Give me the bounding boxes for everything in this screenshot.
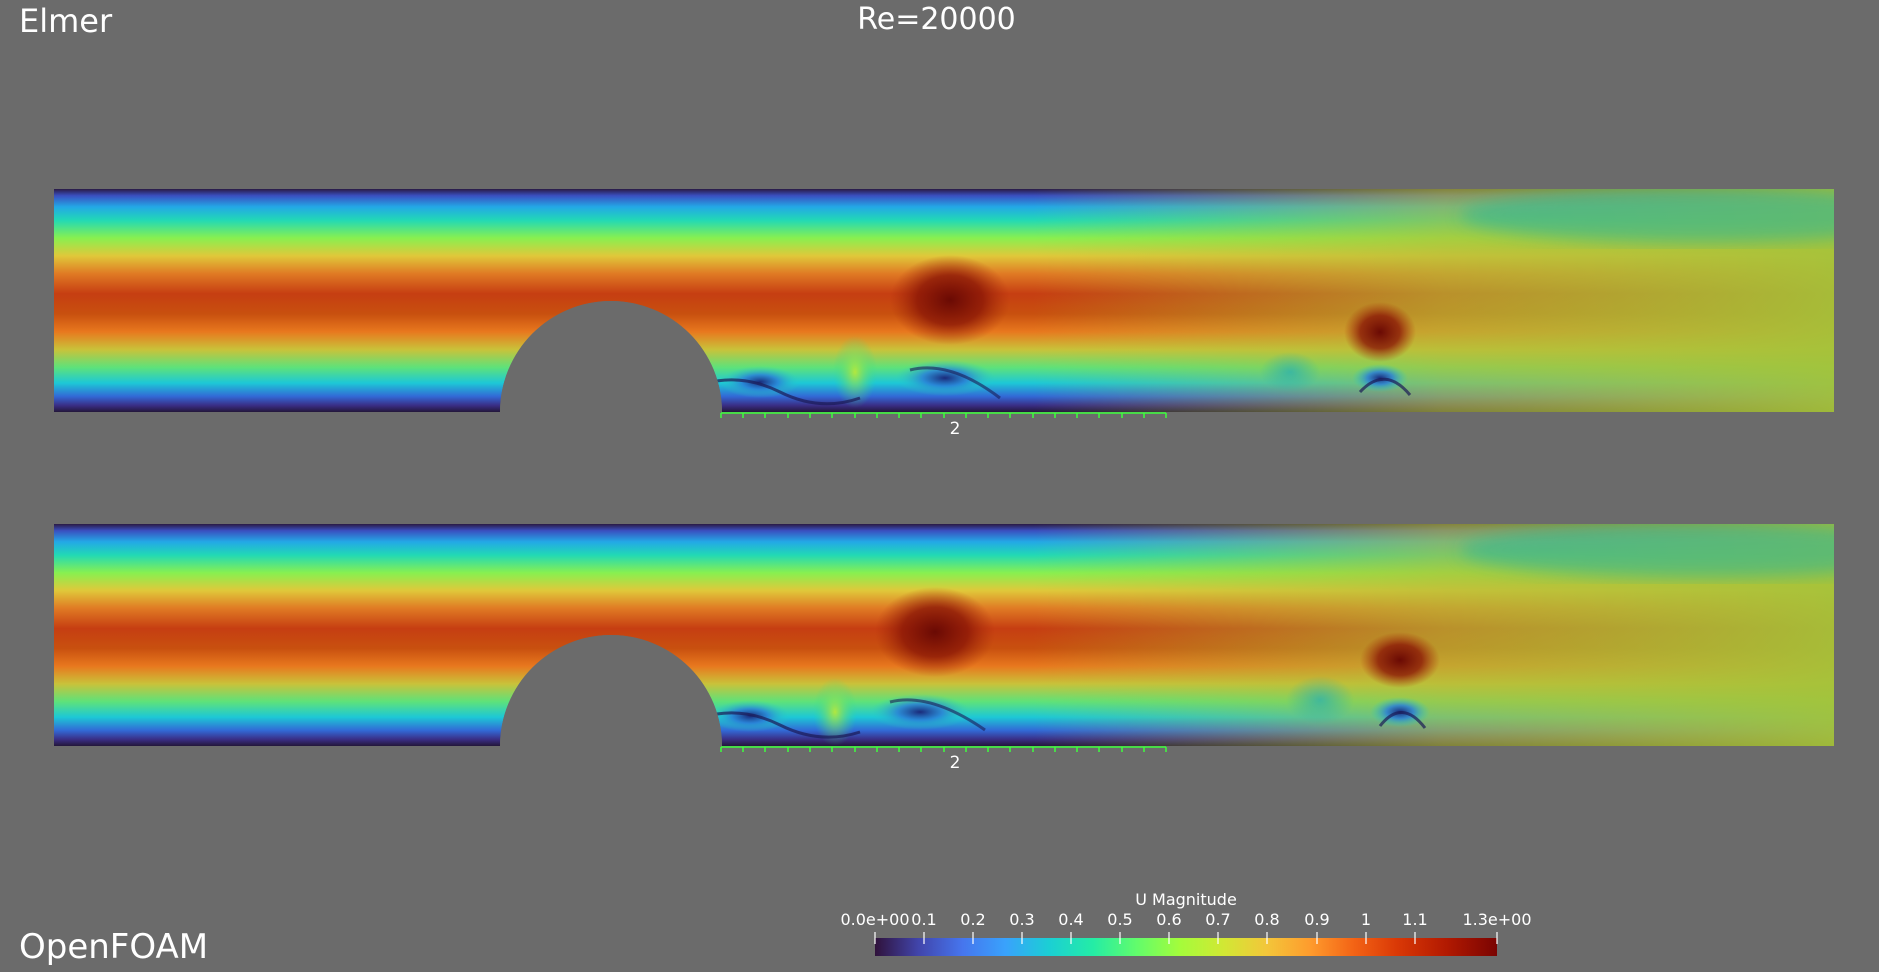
solver-label-openfoam: OpenFOAM <box>19 927 209 967</box>
colorbar-tick-label: 0.6 <box>1156 910 1181 929</box>
colorbar-tick-label: 0.5 <box>1107 910 1132 929</box>
cylinder-obstacle-openfoam <box>500 634 722 746</box>
velocity-field-elmer <box>54 189 1834 412</box>
color-legend: U Magnitude 0.0e+00 0.1 0.2 0.3 0.4 0.5 0.6 0.7… <box>840 890 1532 956</box>
colorbar-tick-label: 0.7 <box>1205 910 1230 929</box>
scale-bar-openfoam <box>720 746 1167 752</box>
title-text: Re=20000 <box>857 2 1016 37</box>
colorbar-tick-label: 0.8 <box>1254 910 1279 929</box>
colorbar-ticks: 0.0e+00 0.1 0.2 0.3 0.4 0.5 0.6 0.7 0.8 0.9 1 1.1 1.… <box>840 910 1532 944</box>
solver-label-elmer: Elmer <box>19 2 113 40</box>
velocity-field-openfoam <box>54 524 1834 746</box>
colorbar-tick-label: 0.0e+00 <box>840 910 909 929</box>
colorbar-tick-label: 0.4 <box>1058 910 1083 929</box>
colorbar-tick-label: 0.9 <box>1304 910 1329 929</box>
colorbar-tick-label: 0.3 <box>1009 910 1034 929</box>
scale-label-elmer: 2 <box>950 419 961 439</box>
scale-bar-elmer <box>720 412 1167 418</box>
colorbar-tick-label: 1 <box>1361 910 1371 929</box>
scale-label-openfoam: 2 <box>950 753 961 773</box>
colorbar-tick-label: 1.3e+00 <box>1462 910 1531 929</box>
colorbar-tick-label: 0.2 <box>960 910 985 929</box>
cylinder-obstacle-elmer <box>500 301 722 412</box>
colorbar-tick-label: 0.1 <box>911 910 936 929</box>
colorbar-tick-label: 1.1 <box>1402 910 1427 929</box>
plot-title: Re=20000 <box>0 5 1879 35</box>
colorbar-title: U Magnitude <box>1135 890 1237 909</box>
colorbar-ramp <box>875 938 1497 956</box>
